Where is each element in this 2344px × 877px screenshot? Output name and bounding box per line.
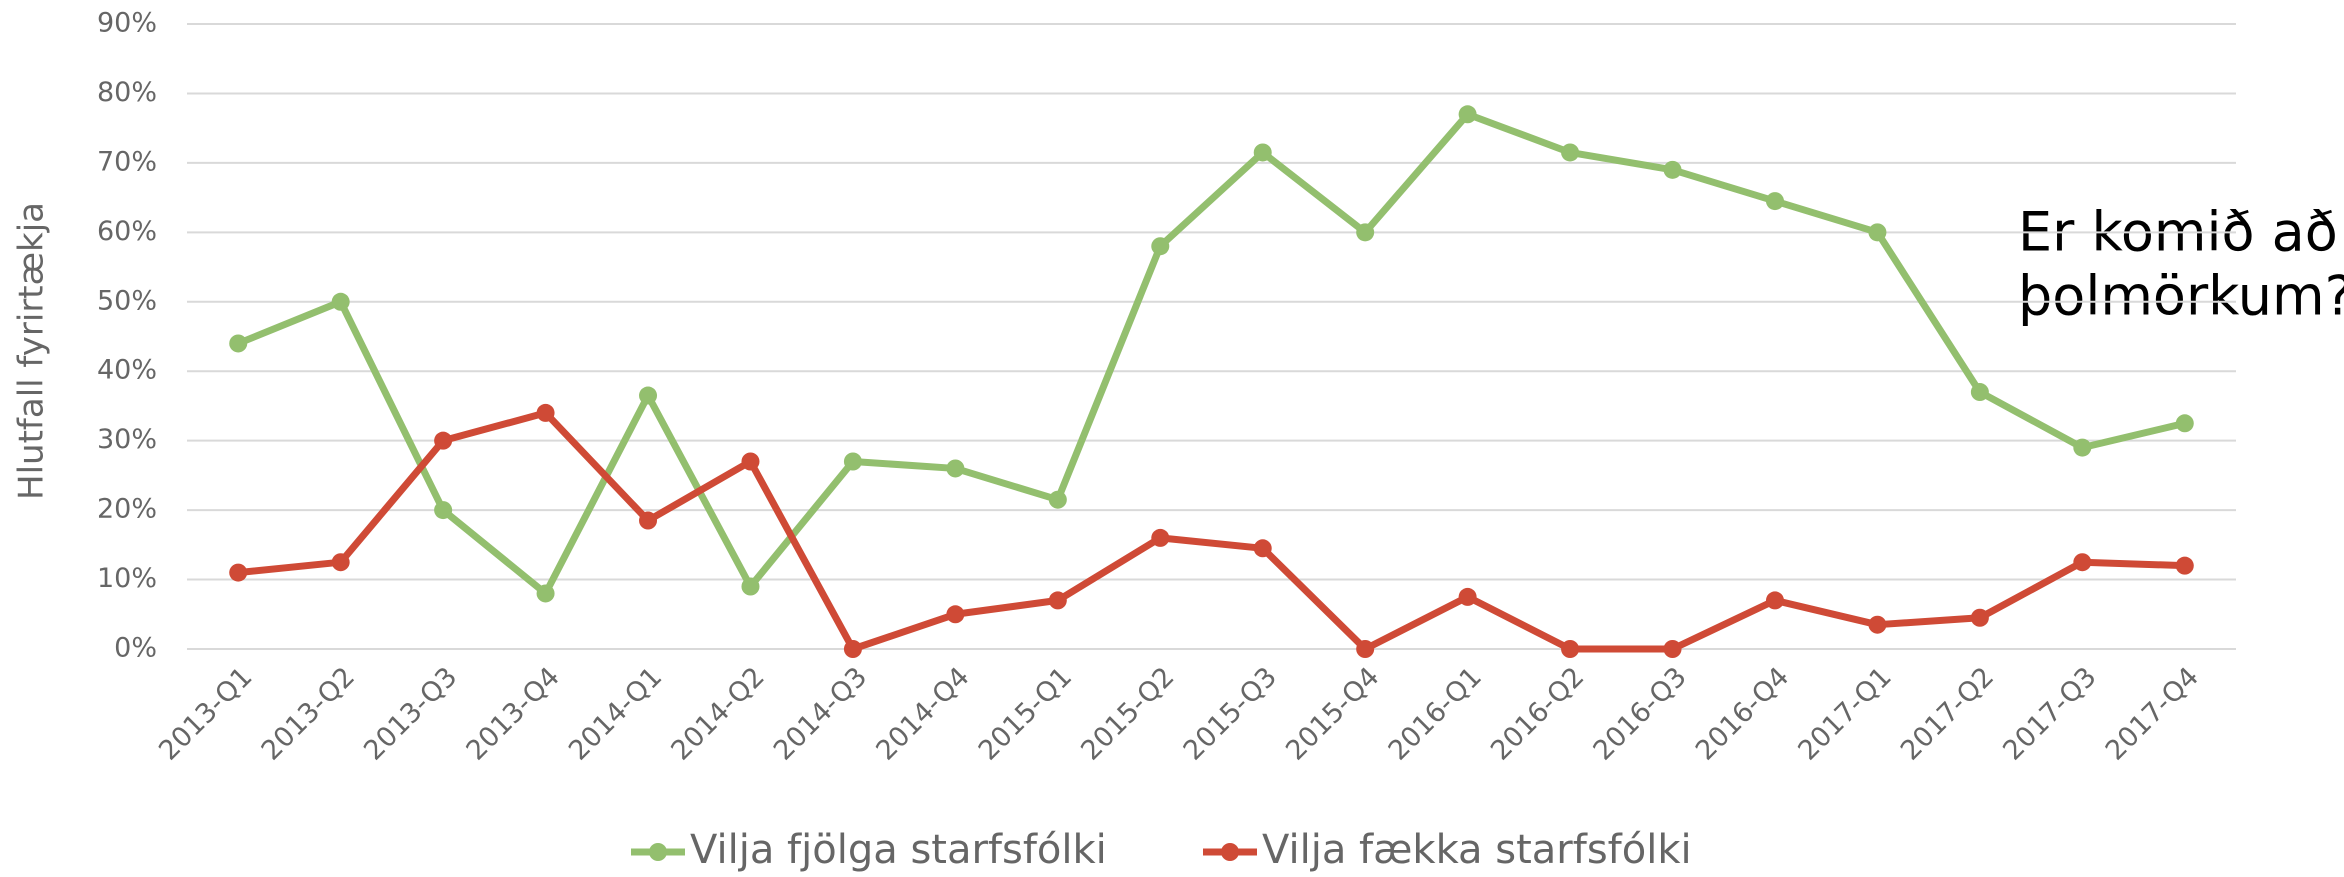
x-tick-label: 2014-Q2 [665, 661, 770, 766]
marker [1151, 237, 1170, 256]
marker [1458, 105, 1477, 124]
marker [1048, 591, 1067, 610]
x-tick-label: 2013-Q2 [256, 661, 361, 766]
x-tick-label: 2016-Q1 [1383, 661, 1488, 766]
marker [843, 640, 862, 658]
marker [2073, 553, 2092, 572]
legend-swatch [649, 843, 667, 861]
x-tick-label: 2017-Q1 [1792, 661, 1897, 766]
marker [434, 431, 453, 450]
annotation: þolmörkum? [2018, 265, 2344, 328]
y-axis-label: Hlutfall fyrirtækja [12, 202, 52, 500]
marker [741, 577, 760, 596]
marker [946, 605, 965, 624]
marker [1868, 615, 1887, 634]
x-tick-label: 2013-Q4 [461, 661, 566, 766]
marker [536, 403, 555, 422]
series-line [236, 110, 2186, 597]
marker [1970, 608, 1989, 627]
marker [331, 553, 350, 572]
x-tick-label: 2016-Q3 [1588, 661, 1693, 766]
marker [1458, 587, 1477, 606]
y-tick-label: 90% [97, 8, 157, 39]
x-tick-label: 2015-Q2 [1075, 661, 1180, 766]
marker [229, 563, 248, 582]
marker [741, 452, 760, 471]
marker [843, 452, 862, 471]
marker [1970, 383, 1989, 402]
y-tick-label: 20% [97, 494, 157, 525]
series-line [237, 409, 2185, 653]
x-tick-label: 2014-Q4 [870, 661, 975, 766]
x-tick-label: 2014-Q3 [768, 661, 873, 766]
marker [1151, 528, 1170, 547]
marker [434, 501, 453, 520]
y-tick-label: 10% [97, 563, 157, 594]
y-tick-label: 80% [97, 77, 157, 108]
y-tick-label: 0% [114, 633, 157, 664]
marker [1765, 591, 1784, 610]
marker [331, 292, 350, 311]
marker [2175, 414, 2194, 433]
x-tick-label: 2017-Q3 [1997, 661, 2102, 766]
marker [1561, 640, 1580, 658]
marker [1253, 143, 1272, 162]
marker [536, 584, 555, 603]
marker [639, 386, 658, 405]
legend-swatch [1221, 843, 1239, 861]
y-tick-label: 50% [97, 285, 157, 316]
marker [2073, 438, 2092, 457]
marker [639, 511, 658, 530]
x-tick-label: 2013-Q1 [153, 661, 258, 766]
x-tick-label: 2014-Q1 [563, 661, 668, 766]
marker [1356, 223, 1375, 242]
x-tick-label: 2015-Q4 [1280, 661, 1385, 766]
y-tick-label: 60% [97, 216, 157, 247]
x-tick-label: 2017-Q2 [1895, 661, 2000, 766]
x-tick-label: 2017-Q4 [2100, 661, 2205, 766]
marker [1253, 539, 1272, 558]
marker [1663, 160, 1682, 179]
legend-label: Vilja fækka starfsfólki [1262, 827, 1692, 873]
y-tick-label: 40% [97, 355, 157, 386]
marker [1356, 640, 1375, 658]
y-tick-label: 30% [97, 424, 157, 455]
y-tick-label: 70% [97, 146, 157, 177]
marker [229, 334, 248, 353]
marker [1868, 223, 1887, 242]
legend-label: Vilja fjölga starfsfólki [690, 827, 1107, 873]
x-tick-label: 2016-Q2 [1485, 661, 1590, 766]
marker [1561, 143, 1580, 162]
marker [1765, 192, 1784, 211]
marker [946, 459, 965, 478]
x-tick-label: 2015-Q3 [1178, 661, 1283, 766]
marker [1048, 490, 1067, 509]
x-tick-label: 2016-Q4 [1690, 661, 1795, 766]
x-tick-label: 2013-Q3 [358, 661, 463, 766]
x-tick-label: 2015-Q1 [973, 661, 1078, 766]
marker [2175, 556, 2194, 575]
marker [1663, 640, 1682, 658]
